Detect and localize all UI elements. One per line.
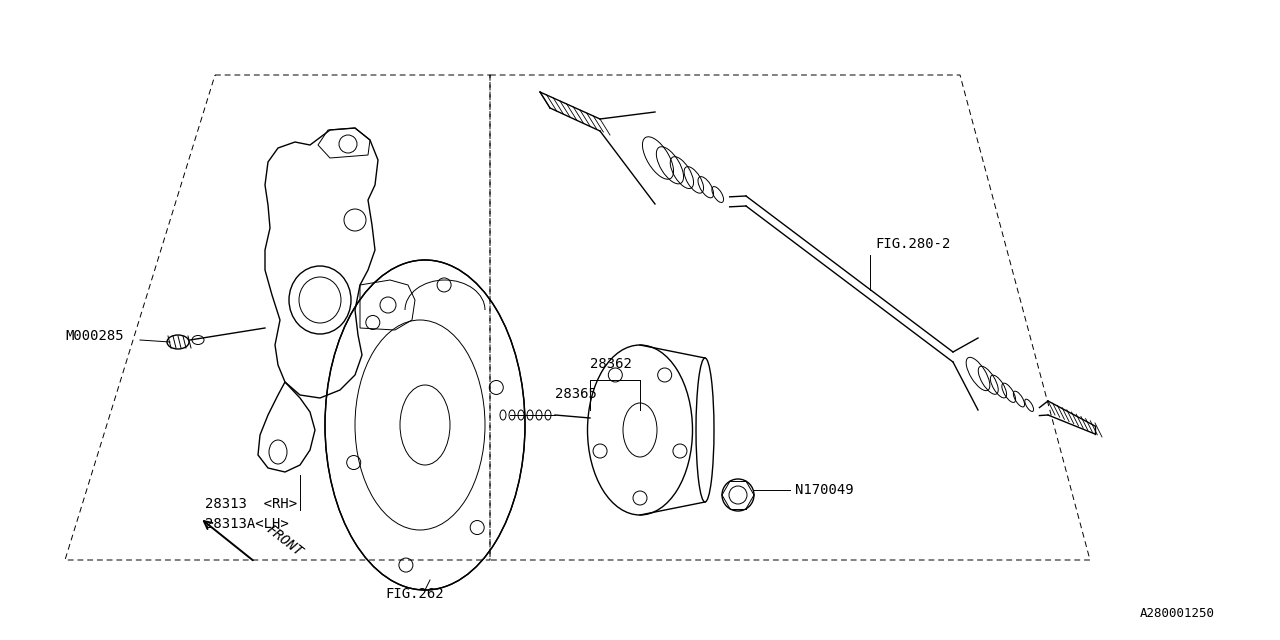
- Text: FIG.280-2: FIG.280-2: [876, 237, 950, 251]
- Text: 28362: 28362: [590, 357, 632, 371]
- Text: FIG.262: FIG.262: [385, 587, 444, 601]
- Text: 28365: 28365: [556, 387, 596, 401]
- Text: M000285: M000285: [65, 329, 124, 343]
- Text: 28313A<LH>: 28313A<LH>: [205, 517, 289, 531]
- Text: N170049: N170049: [795, 483, 854, 497]
- Text: 28313  <RH>: 28313 <RH>: [205, 497, 297, 511]
- Text: FRONT: FRONT: [264, 522, 306, 559]
- Text: A280001250: A280001250: [1140, 607, 1215, 620]
